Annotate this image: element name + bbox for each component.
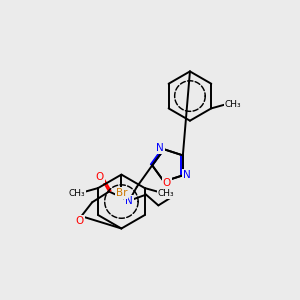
Text: O: O — [163, 178, 171, 188]
Text: Br: Br — [116, 188, 127, 198]
Text: CH₃: CH₃ — [68, 189, 85, 198]
Text: O: O — [96, 172, 104, 182]
Text: N: N — [125, 196, 133, 206]
Text: O: O — [76, 216, 84, 226]
Text: CH₃: CH₃ — [158, 189, 175, 198]
Text: CH₃: CH₃ — [224, 100, 241, 109]
Text: N: N — [183, 169, 190, 179]
Text: N: N — [156, 143, 164, 154]
